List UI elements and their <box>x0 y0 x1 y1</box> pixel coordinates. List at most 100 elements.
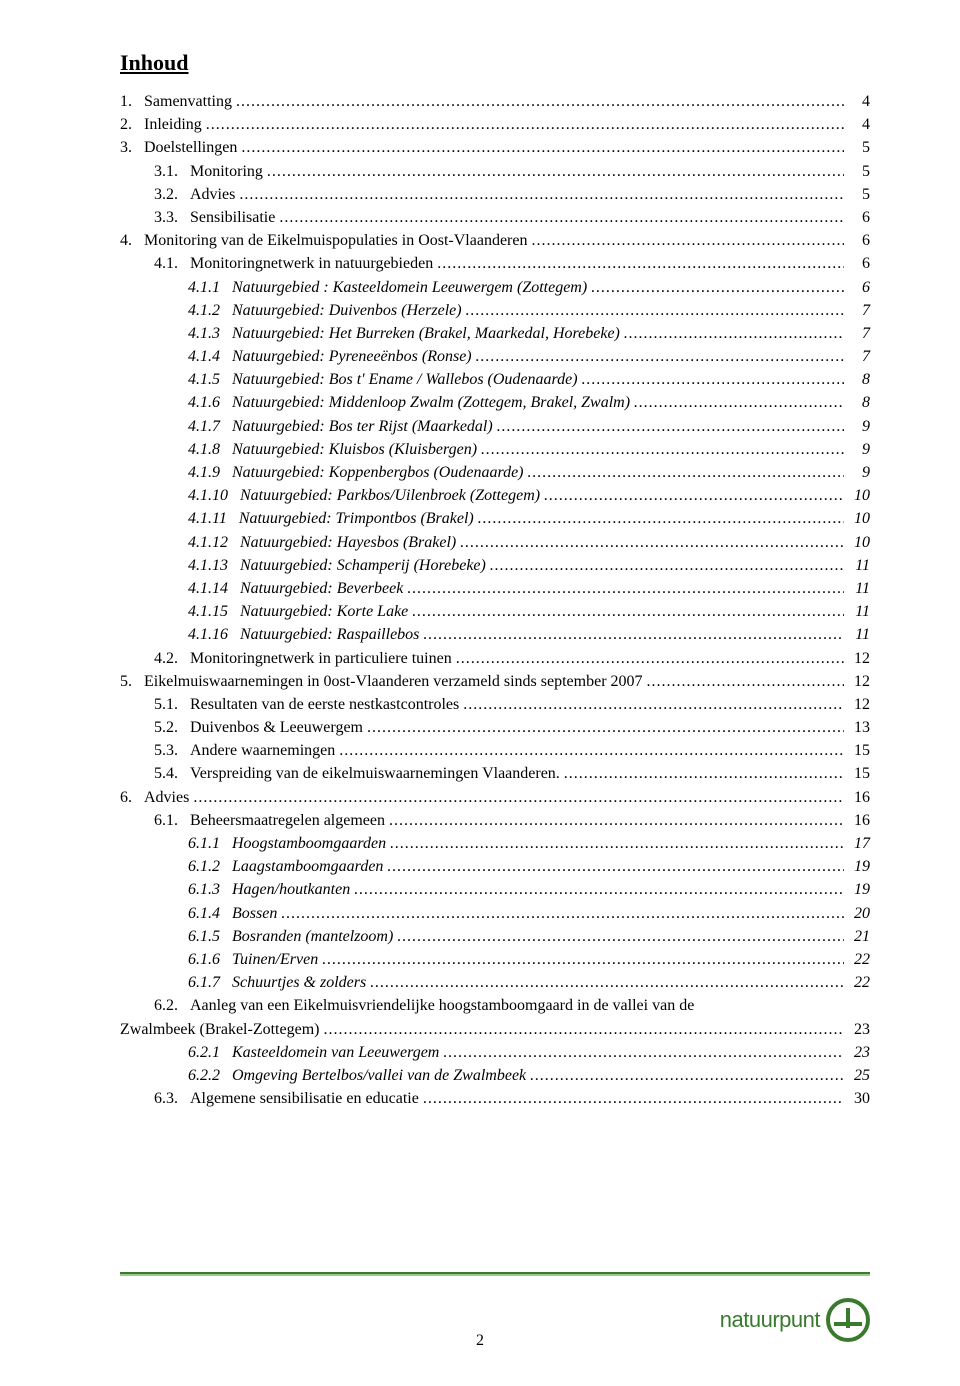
toc-entry[interactable]: 4.2. Monitoringnetwerk in particuliere t… <box>120 647 870 670</box>
toc-entry[interactable]: 4.1.14 Natuurgebied: Beverbeek11 <box>120 577 870 600</box>
toc-entry[interactable]: 3.1. Monitoring5 <box>120 160 870 183</box>
toc-entry[interactable]: 6.2.2 Omgeving Bertelbos/vallei van de Z… <box>120 1064 870 1087</box>
toc-leader-dots <box>530 1064 844 1087</box>
toc-page-number: 17 <box>848 832 870 855</box>
toc-label: 1. Samenvatting <box>120 90 232 113</box>
toc-entry[interactable]: 4.1.7 Natuurgebied: Bos ter Rijst (Maark… <box>120 415 870 438</box>
toc-page-number: 10 <box>848 531 870 554</box>
toc-label: Zwalmbeek (Brakel-Zottegem) <box>120 1018 319 1041</box>
toc-leader-dots <box>437 252 844 275</box>
toc-label: 6.2. Aanleg van een Eikelmuisvriendelijk… <box>154 994 694 1017</box>
toc-entry[interactable]: 1. Samenvatting4 <box>120 90 870 113</box>
toc-entry[interactable]: 4.1.5 Natuurgebied: Bos t' Ename / Walle… <box>120 368 870 391</box>
toc-entry[interactable]: 4.1.15 Natuurgebied: Korte Lake11 <box>120 600 870 623</box>
toc-entry[interactable]: 6.1.5 Bosranden (mantelzoom)21 <box>120 925 870 948</box>
table-of-contents: 1. Samenvatting42. Inleiding43. Doelstel… <box>120 90 870 1110</box>
toc-entry[interactable]: 2. Inleiding4 <box>120 113 870 136</box>
toc-leader-dots <box>476 345 844 368</box>
page-number: 2 <box>476 1332 484 1350</box>
toc-entry[interactable]: 5.1. Resultaten van de eerste nestkastco… <box>120 693 870 716</box>
toc-label: 3.2. Advies <box>154 183 235 206</box>
toc-entry[interactable]: 4.1.13 Natuurgebied: Schamperij (Horebek… <box>120 554 870 577</box>
toc-page-number: 19 <box>848 878 870 901</box>
toc-leader-dots <box>466 299 844 322</box>
toc-label: 4.1.13 Natuurgebied: Schamperij (Horebek… <box>188 554 486 577</box>
toc-leader-dots <box>397 925 844 948</box>
toc-entry[interactable]: 3.2. Advies5 <box>120 183 870 206</box>
toc-page-number: 30 <box>848 1087 870 1110</box>
toc-page-number: 22 <box>848 971 870 994</box>
toc-entry[interactable]: 6.2.1 Kasteeldomein van Leeuwergem23 <box>120 1041 870 1064</box>
toc-label: 4.1.3 Natuurgebied: Het Burreken (Brakel… <box>188 322 620 345</box>
toc-label: 3.3. Sensibilisatie <box>154 206 275 229</box>
toc-page-number: 5 <box>848 136 870 159</box>
toc-entry[interactable]: 6.1.4 Bossen20 <box>120 902 870 925</box>
toc-entry[interactable]: Zwalmbeek (Brakel-Zottegem)23 <box>120 1018 870 1041</box>
toc-entry[interactable]: 4.1.6 Natuurgebied: Middenloop Zwalm (Zo… <box>120 391 870 414</box>
toc-entry[interactable]: 4.1.8 Natuurgebied: Kluisbos (Kluisberge… <box>120 438 870 461</box>
toc-entry[interactable]: 3.3. Sensibilisatie 6 <box>120 206 870 229</box>
toc-label: 2. Inleiding <box>120 113 202 136</box>
toc-entry[interactable]: 5.2. Duivenbos & Leeuwergem13 <box>120 716 870 739</box>
toc-leader-dots <box>389 809 844 832</box>
toc-page-number: 12 <box>848 647 870 670</box>
toc-leader-dots <box>456 647 844 670</box>
toc-leader-dots <box>412 600 844 623</box>
toc-leader-dots <box>463 693 844 716</box>
toc-label: 4.1.1 Natuurgebied : Kasteeldomein Leeuw… <box>188 276 587 299</box>
toc-leader-dots <box>281 902 844 925</box>
toc-label: 5.3. Andere waarnemingen <box>154 739 335 762</box>
toc-entry[interactable]: 6.1.1 Hoogstamboomgaarden17 <box>120 832 870 855</box>
toc-page-number: 6 <box>848 206 870 229</box>
toc-label: 5.1. Resultaten van de eerste nestkastco… <box>154 693 459 716</box>
toc-entry[interactable]: 4.1.3 Natuurgebied: Het Burreken (Brakel… <box>120 322 870 345</box>
toc-entry[interactable]: 4.1.11 Natuurgebied: Trimpontbos (Brakel… <box>120 507 870 530</box>
toc-entry[interactable]: 6.1.6 Tuinen/Erven22 <box>120 948 870 971</box>
toc-leader-dots <box>239 183 844 206</box>
toc-entry[interactable]: 4.1. Monitoringnetwerk in natuurgebieden… <box>120 252 870 275</box>
toc-entry[interactable]: 5. Eikelmuiswaarnemingen in 0ost-Vlaande… <box>120 670 870 693</box>
toc-entry[interactable]: 4.1.16 Natuurgebied: Raspaillebos11 <box>120 623 870 646</box>
toc-leader-dots <box>460 531 844 554</box>
toc-page-number: 7 <box>848 322 870 345</box>
toc-entry[interactable]: 5.3. Andere waarnemingen15 <box>120 739 870 762</box>
toc-entry[interactable]: 5.4. Verspreiding van de eikelmuiswaarne… <box>120 762 870 785</box>
toc-label: 5. Eikelmuiswaarnemingen in 0ost-Vlaande… <box>120 670 643 693</box>
toc-page-number: 11 <box>848 600 870 623</box>
toc-label: 4.1.8 Natuurgebied: Kluisbos (Kluisberge… <box>188 438 477 461</box>
toc-label: 3. Doelstellingen <box>120 136 237 159</box>
toc-entry[interactable]: 6.3. Algemene sensibilisatie en educatie… <box>120 1087 870 1110</box>
toc-label: 6.3. Algemene sensibilisatie en educatie <box>154 1087 419 1110</box>
page-title: Inhoud <box>120 50 870 76</box>
toc-entry[interactable]: 4.1.4 Natuurgebied: Pyreneeënbos (Ronse)… <box>120 345 870 368</box>
toc-page-number: 16 <box>848 786 870 809</box>
toc-page-number: 10 <box>848 484 870 507</box>
toc-entry[interactable]: 6.1.3 Hagen/houtkanten19 <box>120 878 870 901</box>
toc-leader-dots <box>407 577 844 600</box>
toc-leader-dots <box>323 1018 844 1041</box>
toc-leader-dots <box>390 832 844 855</box>
toc-page-number: 22 <box>848 948 870 971</box>
toc-entry[interactable]: 4.1.1 Natuurgebied : Kasteeldomein Leeuw… <box>120 276 870 299</box>
toc-page-number: 11 <box>848 623 870 646</box>
toc-entry[interactable]: 6.1.2 Laagstamboomgaarden19 <box>120 855 870 878</box>
toc-page-number: 6 <box>848 229 870 252</box>
toc-label: 4.1.4 Natuurgebied: Pyreneeënbos (Ronse) <box>188 345 472 368</box>
toc-entry[interactable]: 3. Doelstellingen 5 <box>120 136 870 159</box>
toc-entry[interactable]: 4. Monitoring van de Eikelmuispopulaties… <box>120 229 870 252</box>
toc-page-number: 11 <box>848 554 870 577</box>
toc-entry[interactable]: 6.1. Beheersmaatregelen algemeen16 <box>120 809 870 832</box>
toc-entry[interactable]: 4.1.9 Natuurgebied: Koppenbergbos (Ouden… <box>120 461 870 484</box>
toc-entry[interactable]: 6. Advies16 <box>120 786 870 809</box>
toc-leader-dots <box>241 136 844 159</box>
toc-entry[interactable]: 4.1.2 Natuurgebied: Duivenbos (Herzele)7 <box>120 299 870 322</box>
toc-label: 6.1.7 Schuurtjes & zolders <box>188 971 366 994</box>
toc-leader-dots <box>564 762 844 785</box>
toc-entry[interactable]: 6.2. Aanleg van een Eikelmuisvriendelijk… <box>120 994 870 1017</box>
toc-entry[interactable]: 6.1.7 Schuurtjes & zolders 22 <box>120 971 870 994</box>
toc-entry[interactable]: 4.1.12 Natuurgebied: Hayesbos (Brakel)10 <box>120 531 870 554</box>
toc-page-number: 23 <box>848 1041 870 1064</box>
toc-entry[interactable]: 4.1.10 Natuurgebied: Parkbos/Uilenbroek … <box>120 484 870 507</box>
toc-leader-dots <box>490 554 844 577</box>
toc-page-number: 5 <box>848 160 870 183</box>
